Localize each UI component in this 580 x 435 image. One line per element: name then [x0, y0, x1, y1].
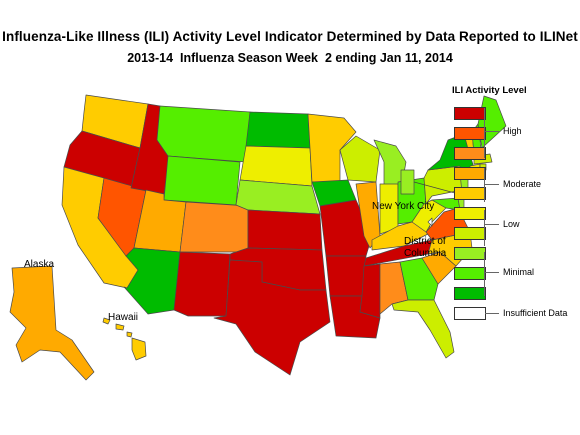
state-ar[interactable]: [325, 255, 367, 297]
legend-tick-insufficient: [485, 313, 499, 314]
state-hi-2[interactable]: [115, 323, 125, 331]
legend-swatch-level-9: [454, 127, 486, 140]
nyc-box[interactable]: [400, 169, 415, 195]
legend-swatch-level-2: [454, 267, 486, 280]
legend-label-low: Low: [503, 219, 520, 229]
state-ga[interactable]: [399, 257, 439, 301]
map-subtitle: 2013-14 Influenza Season Week 2 ending J…: [127, 51, 453, 65]
legend-swatch-level-0: [454, 307, 486, 320]
legend-bracket-minimal: [484, 252, 485, 296]
state-tx[interactable]: [213, 259, 331, 376]
legend-swatch-level-1: [454, 287, 486, 300]
state-fl[interactable]: [391, 299, 455, 359]
state-ak[interactable]: [9, 265, 95, 381]
legend-bracket-moderate: [484, 168, 485, 202]
legend-tick-high: [485, 131, 499, 132]
legend-bracket-low: [484, 210, 485, 246]
label-hawaii: Hawaii: [108, 312, 139, 323]
state-ms[interactable]: [359, 263, 381, 319]
legend-swatch-level-6: [454, 187, 486, 200]
state-me[interactable]: [477, 95, 507, 149]
legend-title: ILI Activity Level: [452, 85, 527, 96]
state-mt[interactable]: [156, 105, 251, 163]
state-sd[interactable]: [239, 145, 313, 187]
legend-label-moderate: Moderate: [503, 179, 542, 189]
label-dc-line1: District of: [404, 236, 446, 247]
legend-swatch-level-3: [454, 247, 486, 260]
state-hi-3[interactable]: [126, 331, 133, 338]
state-ks[interactable]: [247, 209, 323, 251]
legend-swatch-level-5: [454, 207, 486, 220]
legend-swatch-level-8: [454, 147, 486, 160]
legend-tick-moderate: [485, 184, 499, 185]
legend-swatch-level-4: [454, 227, 486, 240]
state-nm[interactable]: [173, 251, 231, 317]
state-wy[interactable]: [163, 155, 241, 206]
state-wi[interactable]: [339, 135, 381, 183]
map-title: Influenza-Like Illness (ILI) Activity Le…: [2, 29, 578, 44]
legend-label-minimal: Minimal: [503, 267, 535, 277]
legend-swatch-level-7: [454, 167, 486, 180]
label-dc-line2: Columbia: [404, 248, 447, 259]
state-nd[interactable]: [245, 111, 311, 149]
state-hi-1[interactable]: [102, 317, 111, 325]
legend-tick-low: [485, 224, 499, 225]
state-co[interactable]: [179, 201, 249, 253]
label-alaska: Alaska: [24, 259, 55, 270]
legend-tick-minimal: [485, 272, 499, 273]
label-new-york-city: New York City: [372, 201, 435, 212]
legend-label-high: High: [503, 126, 522, 136]
legend-label-insufficient: Insufficient Data: [503, 308, 568, 318]
legend-swatch-level-10: [454, 107, 486, 120]
state-az[interactable]: [123, 247, 181, 315]
dc-marker[interactable]: [427, 217, 433, 227]
legend-bracket-high: [484, 108, 485, 158]
state-hi-4[interactable]: [131, 337, 147, 361]
